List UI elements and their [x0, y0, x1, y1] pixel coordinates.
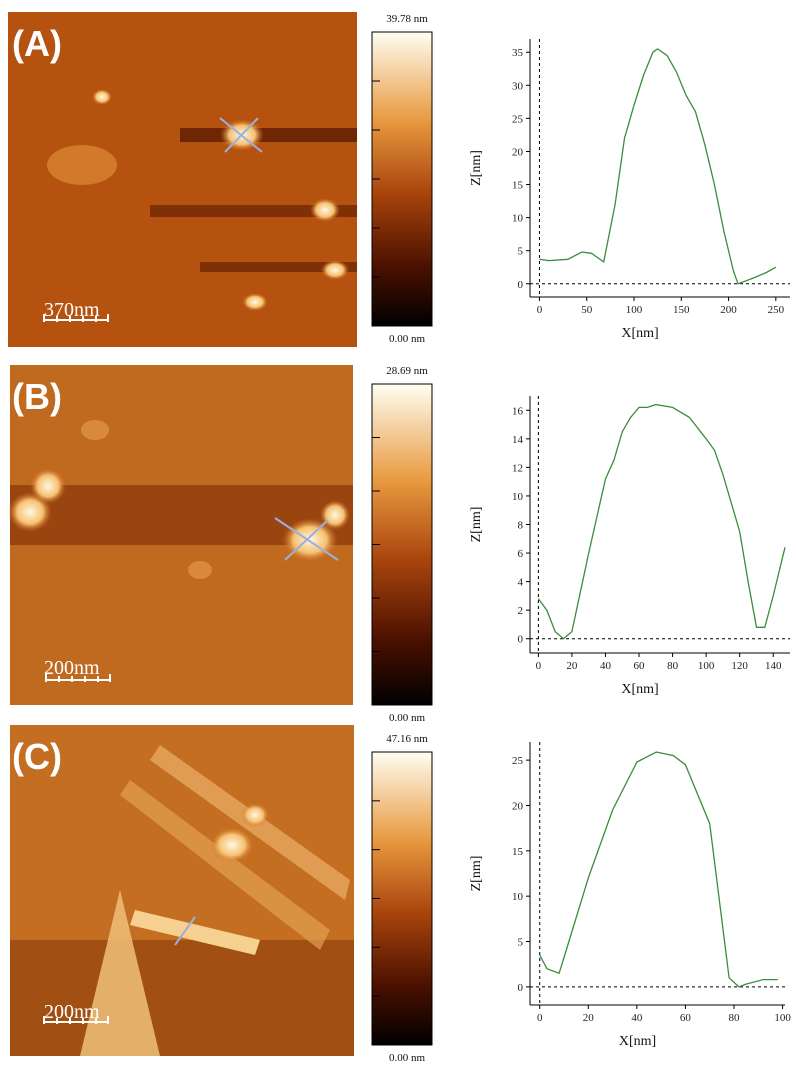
y-tick-label: 4	[518, 577, 524, 589]
x-tick-label: 0	[536, 660, 542, 672]
x-axis-label: X[nm]	[621, 326, 658, 341]
x-tick-label: 100	[774, 1012, 791, 1024]
y-tick-label: 25	[512, 755, 524, 767]
y-tick-label: 14	[512, 434, 524, 446]
y-tick-label: 5	[518, 937, 524, 949]
y-tick-label: 5	[518, 246, 524, 258]
colorbar	[371, 383, 433, 706]
y-tick-label: 10	[512, 891, 524, 903]
x-tick-label: 40	[600, 660, 612, 672]
y-tick-label: 20	[512, 800, 524, 812]
scale-bar-label: 200nm	[44, 657, 100, 679]
y-tick-label: 15	[512, 846, 524, 858]
afm-image	[10, 725, 354, 1056]
y-tick-label: 15	[512, 180, 524, 192]
x-tick-label: 0	[537, 304, 543, 316]
y-tick-label: 0	[518, 982, 524, 994]
x-tick-label: 200	[720, 304, 737, 316]
afm-image	[8, 365, 353, 705]
x-tick-label: 0	[537, 1012, 543, 1024]
x-tick-label: 80	[729, 1012, 741, 1024]
y-axis-label: Z[nm]	[469, 150, 484, 186]
y-tick-label: 20	[512, 146, 524, 158]
colorbar-max: 47.16 nm	[386, 733, 428, 745]
colorbar	[371, 31, 433, 327]
x-tick-label: 120	[731, 660, 748, 672]
scale-bar-label: 370nm	[44, 299, 100, 321]
x-tick-label: 60	[680, 1012, 692, 1024]
x-tick-label: 50	[581, 304, 593, 316]
x-tick-label: 100	[626, 304, 643, 316]
profile-line	[539, 751, 778, 988]
y-tick-label: 10	[512, 213, 524, 225]
x-axis-label: X[nm]	[619, 1034, 656, 1049]
y-tick-label: 25	[512, 113, 524, 125]
afm-image	[8, 12, 357, 347]
y-tick-label: 8	[518, 520, 524, 532]
y-tick-label: 12	[512, 462, 523, 474]
y-axis-label: Z[nm]	[469, 507, 484, 543]
y-tick-label: 30	[512, 80, 524, 92]
y-tick-label: 0	[518, 634, 524, 646]
x-axis-label: X[nm]	[621, 682, 658, 697]
colorbar-min: 0.00 nm	[389, 333, 426, 345]
x-tick-label: 250	[768, 304, 785, 316]
x-tick-label: 60	[634, 660, 646, 672]
colorbar	[371, 751, 433, 1046]
scale-bar-label: 200nm	[44, 1001, 100, 1023]
profile-line	[539, 48, 777, 285]
y-tick-label: 10	[512, 491, 524, 503]
y-axis-label: Z[nm]	[469, 856, 484, 892]
y-tick-label: 2	[518, 605, 524, 617]
x-tick-label: 100	[698, 660, 715, 672]
panel-label: (C)	[12, 736, 62, 777]
y-tick-label: 6	[518, 548, 524, 560]
panel-label: (B)	[12, 376, 62, 417]
profile-line	[537, 403, 786, 640]
x-tick-label: 80	[667, 660, 679, 672]
x-tick-label: 20	[566, 660, 578, 672]
x-tick-label: 20	[583, 1012, 595, 1024]
panel-label: (A)	[12, 23, 62, 64]
x-tick-label: 40	[631, 1012, 643, 1024]
y-tick-label: 35	[512, 47, 524, 59]
x-tick-label: 140	[765, 660, 782, 672]
colorbar-min: 0.00 nm	[389, 712, 426, 724]
y-tick-label: 0	[518, 279, 524, 291]
colorbar-max: 28.69 nm	[386, 365, 428, 377]
colorbar-max: 39.78 nm	[386, 13, 428, 25]
y-tick-label: 16	[512, 405, 524, 417]
colorbar-min: 0.00 nm	[389, 1052, 426, 1064]
x-tick-label: 150	[673, 304, 690, 316]
